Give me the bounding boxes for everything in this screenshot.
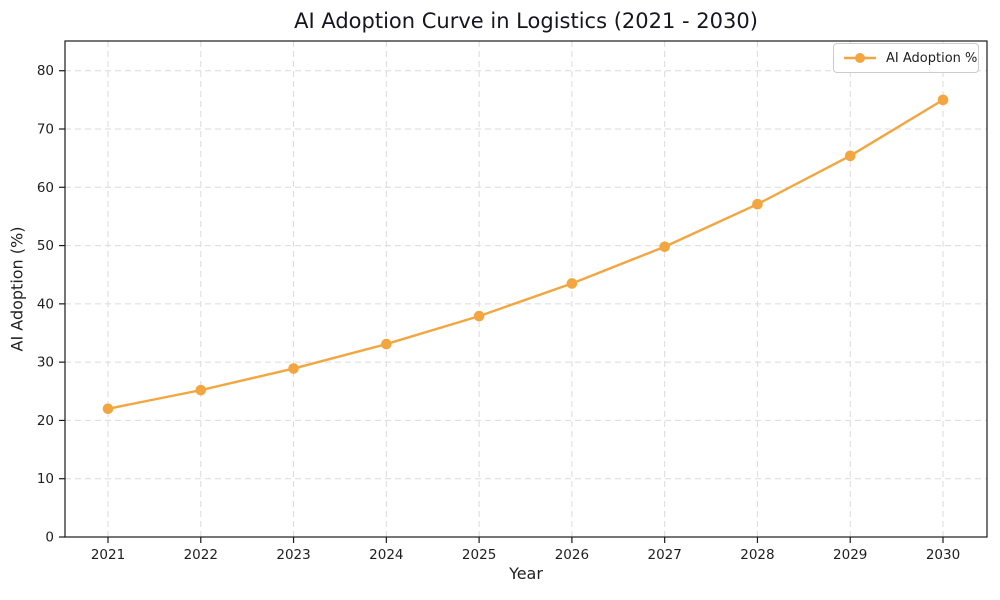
x-tick-label: 2030 <box>926 547 960 563</box>
legend-line-marker-sample <box>844 53 876 63</box>
y-tick-label: 30 <box>37 355 54 371</box>
y-tick-label: 10 <box>37 471 54 487</box>
plot-border <box>64 40 988 538</box>
data-point <box>288 363 299 374</box>
series-line <box>106 98 945 410</box>
data-point <box>937 94 949 106</box>
x-tick-label: 2021 <box>91 547 125 563</box>
y-tick-label: 80 <box>37 63 54 79</box>
x-tick-label: 2023 <box>276 547 310 563</box>
x-tick-label: 2024 <box>369 547 403 563</box>
data-point <box>752 198 763 210</box>
data-point <box>844 150 856 162</box>
x-tick-label: 2026 <box>555 547 589 563</box>
x-tick-label: 2022 <box>184 547 218 563</box>
y-tick-label: 20 <box>37 413 54 429</box>
y-tick-label: 60 <box>37 180 54 196</box>
y-tick-label: 0 <box>45 530 54 546</box>
data-point <box>102 403 114 415</box>
y-axis-title: AI Adoption (%) <box>7 226 27 352</box>
y-tick-label: 70 <box>37 122 54 138</box>
data-point <box>195 384 207 396</box>
data-point <box>381 338 392 350</box>
x-tick-label: 2028 <box>740 547 774 563</box>
data-point <box>566 278 578 289</box>
x-tick-label: 2029 <box>833 547 867 563</box>
x-axis-title: Year <box>509 564 543 583</box>
legend: AI Adoption % <box>833 43 979 73</box>
data-point <box>659 241 670 253</box>
chart-title: AI Adoption Curve in Logistics (2021 - 2… <box>294 9 758 33</box>
data-point <box>473 310 485 322</box>
legend-entry-label: AI Adoption % <box>886 50 978 66</box>
x-tick-label: 2025 <box>462 547 496 563</box>
y-tick-label: 40 <box>37 296 54 312</box>
x-tick-label: 2027 <box>647 547 681 563</box>
y-tick-label: 50 <box>37 238 54 254</box>
